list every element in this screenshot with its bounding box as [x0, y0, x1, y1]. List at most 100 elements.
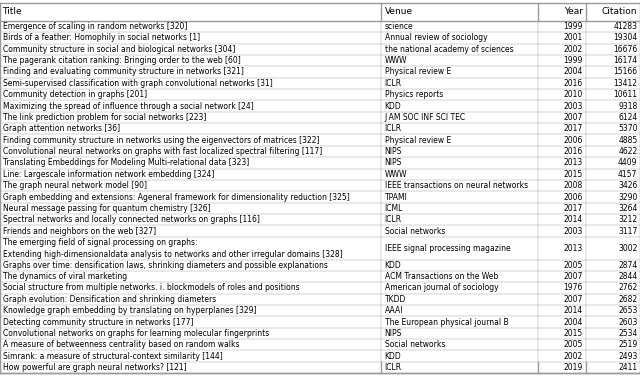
- Bar: [0, 328, 640, 339]
- Text: ICLR: ICLR: [385, 215, 402, 224]
- Text: Social networks: Social networks: [385, 340, 445, 349]
- Text: How powerful are graph neural networks? [121]: How powerful are graph neural networks? …: [3, 363, 186, 372]
- Text: 2653: 2653: [618, 306, 637, 315]
- Text: 2004: 2004: [564, 318, 583, 326]
- Text: Physics reports: Physics reports: [385, 90, 443, 99]
- Text: 2015: 2015: [564, 170, 583, 179]
- Text: 19304: 19304: [613, 33, 637, 43]
- Text: Title: Title: [3, 7, 22, 16]
- Bar: [0, 146, 640, 157]
- Bar: [0, 339, 640, 350]
- Text: Friends and neighbors on the web [327]: Friends and neighbors on the web [327]: [3, 226, 156, 236]
- Bar: [0, 362, 640, 373]
- Bar: [0, 350, 640, 362]
- Bar: [0, 271, 640, 282]
- Bar: [0, 214, 640, 225]
- Text: 13412: 13412: [613, 79, 637, 88]
- Text: Venue: Venue: [385, 7, 413, 16]
- Text: 2004: 2004: [564, 68, 583, 76]
- Text: Year: Year: [564, 7, 583, 16]
- Bar: [0, 100, 640, 112]
- Bar: [0, 89, 640, 100]
- Text: Detecting community structure in networks [177]: Detecting community structure in network…: [3, 318, 193, 326]
- Bar: [0, 305, 640, 316]
- Bar: [0, 112, 640, 123]
- Text: NIPS: NIPS: [385, 158, 402, 168]
- Text: 2762: 2762: [618, 283, 637, 293]
- Text: Physical review E: Physical review E: [385, 68, 451, 76]
- Bar: [0, 316, 640, 328]
- Text: 3264: 3264: [618, 204, 637, 213]
- Text: WWW: WWW: [385, 56, 407, 65]
- Bar: [0, 21, 640, 32]
- Text: 2016: 2016: [564, 79, 583, 88]
- Text: Emergence of scaling in random networks [320]: Emergence of scaling in random networks …: [3, 22, 187, 31]
- Text: NIPS: NIPS: [385, 329, 402, 338]
- Text: 2007: 2007: [564, 295, 583, 304]
- Text: 3117: 3117: [618, 226, 637, 236]
- Text: Neural message passing for quantum chemistry [326]: Neural message passing for quantum chemi…: [3, 204, 210, 213]
- Text: Graph attention networks [36]: Graph attention networks [36]: [3, 124, 120, 133]
- Text: 4409: 4409: [618, 158, 637, 168]
- Bar: [0, 237, 640, 260]
- Text: 2007: 2007: [564, 113, 583, 122]
- Text: 2874: 2874: [618, 261, 637, 270]
- Text: the national academy of sciences: the national academy of sciences: [385, 45, 513, 54]
- Text: 2010: 2010: [564, 90, 583, 99]
- Text: ICLR: ICLR: [385, 79, 402, 88]
- Text: Semi-supervised classification with graph convolutional networks [31]: Semi-supervised classification with grap…: [3, 79, 272, 88]
- Text: Birds of a feather: Homophily in social networks [1]: Birds of a feather: Homophily in social …: [3, 33, 200, 43]
- Text: Knowledge graph embedding by translating on hyperplanes [329]: Knowledge graph embedding by translating…: [3, 306, 256, 315]
- Bar: [0, 123, 640, 135]
- Text: Maximizing the spread of influence through a social network [24]: Maximizing the spread of influence throu…: [3, 101, 253, 111]
- Text: 2014: 2014: [564, 306, 583, 315]
- Bar: [0, 55, 640, 66]
- Text: 2017: 2017: [564, 204, 583, 213]
- Text: 2017: 2017: [564, 124, 583, 133]
- Text: IEEE transactions on neural networks: IEEE transactions on neural networks: [385, 181, 528, 190]
- Text: TPAMI: TPAMI: [385, 193, 408, 201]
- Text: 10611: 10611: [613, 90, 637, 99]
- Text: Simrank: a measure of structural-context similarity [144]: Simrank: a measure of structural-context…: [3, 352, 222, 361]
- Text: Social networks: Social networks: [385, 226, 445, 236]
- Text: 2002: 2002: [564, 352, 583, 361]
- Text: 2019: 2019: [564, 363, 583, 372]
- Text: 15166: 15166: [613, 68, 637, 76]
- Text: Graph evolution: Densification and shrinking diameters: Graph evolution: Densification and shrin…: [3, 295, 216, 304]
- Text: 3426: 3426: [618, 181, 637, 190]
- Text: Graph embedding and extensions: Ageneral framework for dimensionality reduction : Graph embedding and extensions: Ageneral…: [3, 193, 349, 201]
- Text: Graphs over time: densification laws, shrinking diameters and possible explanati: Graphs over time: densification laws, sh…: [3, 261, 328, 270]
- Text: 2001: 2001: [564, 33, 583, 43]
- Text: 2008: 2008: [564, 181, 583, 190]
- Text: The dynamics of viral marketing: The dynamics of viral marketing: [3, 272, 127, 281]
- Text: 2534: 2534: [618, 329, 637, 338]
- Text: Convolutional neural networks on graphs with fast localized spectral filtering [: Convolutional neural networks on graphs …: [3, 147, 322, 156]
- Text: J AM SOC INF SCI TEC: J AM SOC INF SCI TEC: [385, 113, 466, 122]
- Text: American journal of sociology: American journal of sociology: [385, 283, 499, 293]
- Text: KDD: KDD: [385, 352, 401, 361]
- Text: 2411: 2411: [618, 363, 637, 372]
- Text: 4885: 4885: [618, 136, 637, 145]
- Bar: [0, 3, 640, 21]
- Text: The graph neural network model [90]: The graph neural network model [90]: [3, 181, 147, 190]
- Bar: [0, 169, 640, 180]
- Bar: [0, 294, 640, 305]
- Text: Finding community structure in networks using the eigenvectors of matrices [322]: Finding community structure in networks …: [3, 136, 319, 145]
- Text: 5370: 5370: [618, 124, 637, 133]
- Text: 2006: 2006: [564, 136, 583, 145]
- Text: Annual review of sociology: Annual review of sociology: [385, 33, 487, 43]
- Text: 9318: 9318: [618, 101, 637, 111]
- Bar: [0, 191, 640, 203]
- Text: 2603: 2603: [618, 318, 637, 326]
- Text: Finding and evaluating community structure in networks [321]: Finding and evaluating community structu…: [3, 68, 243, 76]
- Text: The link prediction problem for social networks [223]: The link prediction problem for social n…: [3, 113, 206, 122]
- Text: Convolutional networks on graphs for learning molecular fingerprints: Convolutional networks on graphs for lea…: [3, 329, 269, 338]
- Text: TKDD: TKDD: [385, 295, 406, 304]
- Text: 16174: 16174: [613, 56, 637, 65]
- Text: 2519: 2519: [618, 340, 637, 349]
- Text: Physical review E: Physical review E: [385, 136, 451, 145]
- Text: 6124: 6124: [618, 113, 637, 122]
- Text: 41283: 41283: [613, 22, 637, 31]
- Text: 2005: 2005: [564, 261, 583, 270]
- Text: 2014: 2014: [564, 215, 583, 224]
